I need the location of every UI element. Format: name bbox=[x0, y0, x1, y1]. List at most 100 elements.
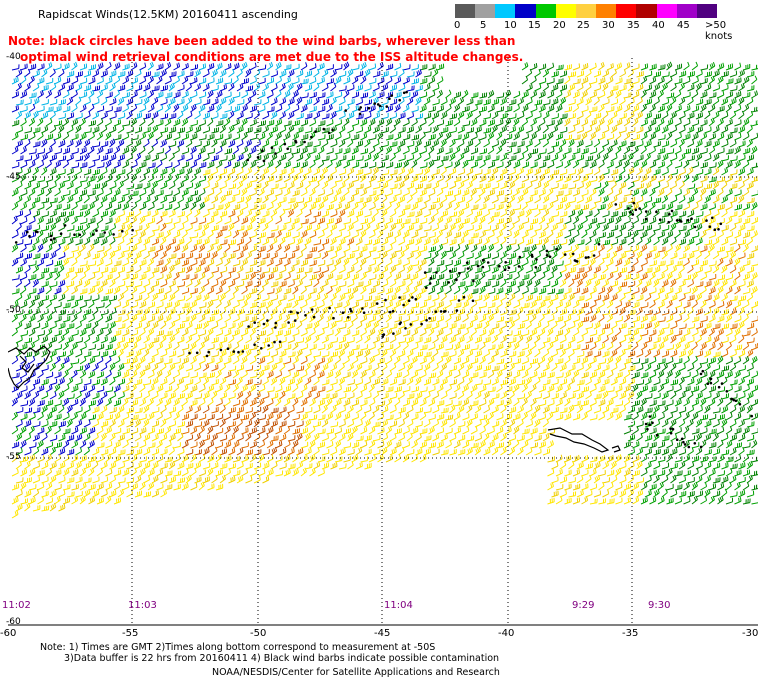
wind-barb bbox=[615, 131, 622, 141]
wind-barb bbox=[559, 461, 567, 470]
wind-barb bbox=[389, 323, 398, 330]
wind-barb bbox=[11, 215, 18, 225]
wind-barb bbox=[428, 204, 436, 211]
wind-barb bbox=[300, 328, 308, 337]
wind-barb bbox=[513, 330, 521, 337]
wind-barb bbox=[62, 159, 70, 169]
wind-barb bbox=[751, 175, 758, 183]
wind-barb bbox=[559, 126, 568, 134]
wind-barb bbox=[262, 337, 270, 344]
wind-barb bbox=[292, 428, 300, 435]
wind-barb bbox=[406, 278, 413, 288]
wind-barb bbox=[224, 217, 232, 225]
wind-barb bbox=[275, 440, 283, 449]
wind-barb bbox=[109, 362, 116, 372]
wind-barb bbox=[687, 435, 696, 442]
wind-barb bbox=[517, 237, 525, 246]
wind-barb bbox=[317, 271, 324, 281]
wind-barb bbox=[334, 76, 342, 85]
wind-barb bbox=[419, 118, 427, 127]
wind-barb bbox=[670, 210, 678, 218]
wind-barb bbox=[194, 167, 202, 176]
wind-barb bbox=[219, 124, 226, 134]
wind-barb bbox=[419, 357, 427, 365]
wind-barb bbox=[92, 448, 100, 456]
wind-barb bbox=[321, 113, 330, 120]
wind-barb bbox=[109, 126, 117, 134]
wind-barb bbox=[338, 406, 346, 414]
wind-barb bbox=[321, 251, 329, 260]
wind-barb bbox=[139, 161, 147, 169]
wind-barb bbox=[436, 105, 444, 113]
wind-barb bbox=[398, 363, 406, 372]
wind-barb bbox=[585, 307, 593, 316]
wind-barb bbox=[11, 161, 20, 169]
wind-barb bbox=[449, 223, 456, 232]
wind-barb bbox=[377, 357, 385, 365]
wind-barb bbox=[100, 84, 108, 92]
wind-barb bbox=[79, 104, 87, 113]
wind-barb bbox=[185, 96, 193, 106]
wind-barb bbox=[219, 279, 227, 288]
wind-barb bbox=[245, 126, 253, 134]
wind-barb bbox=[202, 434, 211, 442]
wind-barb bbox=[173, 428, 181, 435]
wind-barb bbox=[606, 133, 615, 141]
wind-barb bbox=[708, 357, 716, 365]
wind-barb bbox=[66, 266, 75, 274]
wind-barb bbox=[181, 454, 189, 463]
wind-barb bbox=[496, 161, 504, 169]
wind-barb bbox=[411, 202, 419, 211]
wind-barb bbox=[500, 308, 508, 316]
wind-barb bbox=[687, 139, 695, 148]
wind-barb bbox=[644, 448, 652, 456]
wind-barb bbox=[351, 301, 359, 309]
wind-barb bbox=[58, 181, 66, 190]
wind-barb bbox=[491, 182, 500, 190]
wind-barb bbox=[194, 238, 202, 246]
wind-barb bbox=[62, 341, 69, 351]
wind-barb bbox=[202, 293, 210, 302]
wind-barb bbox=[525, 196, 533, 204]
wind-barb bbox=[219, 349, 227, 358]
wind-barb bbox=[321, 166, 328, 176]
wind-barb bbox=[287, 167, 295, 176]
wind-barb bbox=[11, 313, 18, 323]
wind-barb bbox=[734, 146, 741, 155]
wind-barb bbox=[211, 195, 219, 204]
wind-barb bbox=[58, 434, 66, 442]
wind-barb bbox=[568, 336, 576, 344]
wind-barb bbox=[508, 113, 517, 120]
wind-barb bbox=[445, 190, 454, 197]
wind-barb bbox=[343, 218, 351, 225]
wind-barb bbox=[445, 329, 453, 337]
wind-barb bbox=[674, 204, 683, 211]
wind-barb bbox=[411, 134, 420, 141]
wind-barb bbox=[466, 376, 473, 386]
wind-barb bbox=[483, 336, 491, 344]
wind-barb bbox=[598, 103, 605, 113]
wind-barb bbox=[160, 69, 167, 78]
wind-barb bbox=[113, 455, 121, 463]
wind-barb bbox=[300, 384, 308, 393]
wind-barb bbox=[41, 349, 48, 358]
wind-barb bbox=[79, 314, 87, 323]
wind-barb bbox=[542, 111, 550, 120]
wind-barb bbox=[593, 336, 601, 344]
wind-barb bbox=[109, 307, 117, 316]
wind-barb bbox=[585, 210, 593, 218]
wind-barb bbox=[525, 279, 533, 288]
wind-barb bbox=[542, 337, 551, 344]
wind-barb bbox=[411, 118, 418, 127]
wind-barb bbox=[211, 251, 218, 260]
wind-barb bbox=[100, 167, 108, 176]
wind-barb bbox=[143, 223, 150, 232]
wind-barb bbox=[453, 176, 462, 183]
wind-barb bbox=[385, 271, 393, 281]
wind-barb bbox=[58, 279, 66, 288]
wind-barb bbox=[428, 174, 435, 183]
wind-barb bbox=[415, 152, 422, 162]
wind-barb bbox=[304, 323, 313, 330]
wind-barb bbox=[606, 386, 615, 393]
wind-barb bbox=[75, 83, 83, 92]
